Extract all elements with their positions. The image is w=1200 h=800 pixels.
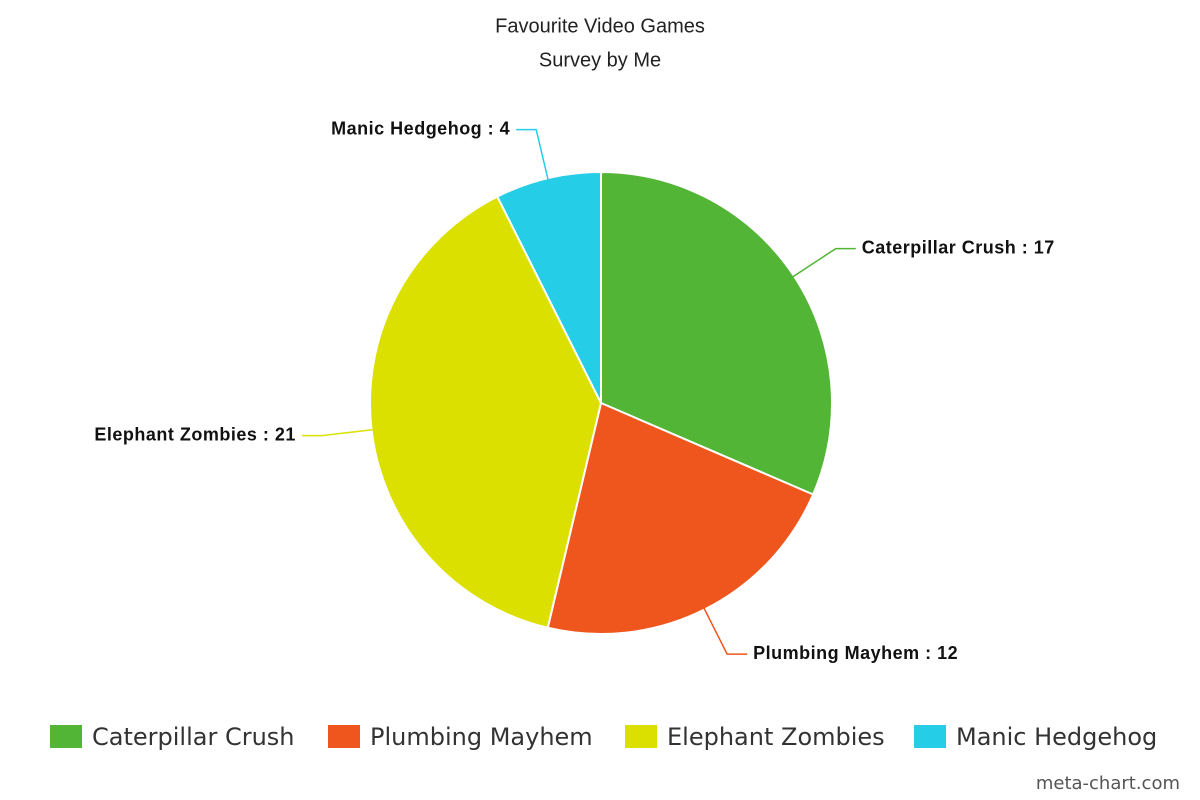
- legend-label: Manic Hedgehog: [956, 723, 1157, 751]
- leader-line: [702, 605, 748, 655]
- legend-swatch: [625, 725, 657, 748]
- data-label: Caterpillar Crush : 17: [862, 237, 1055, 257]
- data-label: Manic Hedgehog : 4: [331, 118, 510, 138]
- chart-title: Favourite Video Games: [495, 15, 705, 37]
- data-label: Plumbing Mayhem : 12: [753, 643, 958, 663]
- legend-swatch: [328, 725, 360, 748]
- chart-subtitle: Survey by Me: [539, 49, 661, 71]
- data-label: Elephant Zombies : 21: [94, 424, 296, 444]
- leader-line: [516, 128, 550, 183]
- legend-label: Caterpillar Crush: [92, 723, 295, 751]
- credit: meta-chart.com: [1036, 773, 1180, 794]
- leader-line: [790, 247, 856, 279]
- legend-label: Plumbing Mayhem: [370, 723, 593, 751]
- legend-label: Elephant Zombies: [667, 723, 885, 751]
- legend-swatch: [50, 725, 82, 748]
- leader-line: [301, 428, 376, 437]
- legend-swatch: [914, 725, 946, 748]
